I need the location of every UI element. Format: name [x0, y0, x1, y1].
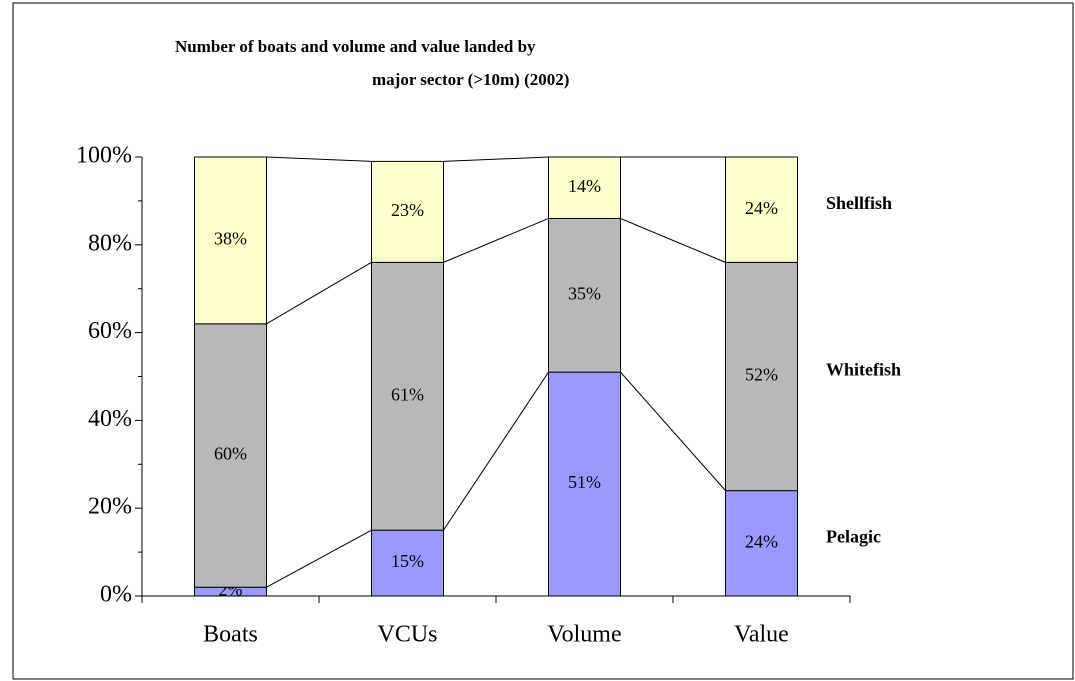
- data-label: 38%: [214, 229, 247, 249]
- x-tick-label: Boats: [203, 622, 258, 648]
- series-line: [620, 371, 726, 491]
- data-label: 60%: [214, 444, 247, 464]
- data-label: 24%: [745, 198, 778, 218]
- series-line: [266, 156, 372, 162]
- chart-frame: [12, 2, 1074, 680]
- y-tick-label: 100%: [76, 143, 132, 169]
- x-tick-label: Value: [734, 622, 789, 648]
- chart-title: Number of boats and volume and value lan…: [175, 37, 536, 56]
- data-label: 61%: [391, 384, 424, 404]
- bar-segment: [371, 160, 444, 263]
- data-label: 14%: [568, 176, 601, 196]
- legend-label: Whitefish: [826, 360, 901, 380]
- y-tick-label: 40%: [88, 406, 132, 432]
- x-tick-label: Volume: [547, 622, 621, 648]
- bar-segment: [194, 156, 267, 325]
- series-line: [443, 156, 549, 162]
- y-tick-label: 60%: [88, 318, 132, 344]
- data-label: 52%: [745, 365, 778, 385]
- bar-segment: [371, 261, 444, 531]
- data-label: 15%: [391, 551, 424, 571]
- bar-segment: [548, 217, 621, 373]
- data-label: 35%: [568, 283, 601, 303]
- data-label: 23%: [391, 200, 424, 220]
- bar-segment: [548, 156, 621, 219]
- data-label: 24%: [745, 531, 778, 551]
- data-label: 51%: [568, 472, 601, 492]
- bar-segment: [194, 323, 267, 588]
- y-tick-label: 0%: [100, 582, 132, 608]
- chart-title: major sector (>10m) (2002): [372, 70, 569, 89]
- bar-segment: [725, 490, 798, 597]
- series-line: [266, 261, 372, 325]
- y-tick-label: 20%: [88, 494, 132, 520]
- bar-segment: [725, 261, 798, 492]
- series-line: [620, 217, 726, 263]
- bar-segment: [725, 156, 798, 263]
- series-line: [443, 217, 549, 263]
- series-line: [266, 529, 372, 588]
- y-tick-label: 80%: [88, 230, 132, 256]
- bar-segment: [371, 529, 444, 597]
- legend-label: Pelagic: [826, 526, 881, 546]
- x-tick-label: VCUs: [377, 622, 437, 648]
- legend-label: Shellfish: [826, 193, 892, 213]
- series-line: [443, 371, 549, 531]
